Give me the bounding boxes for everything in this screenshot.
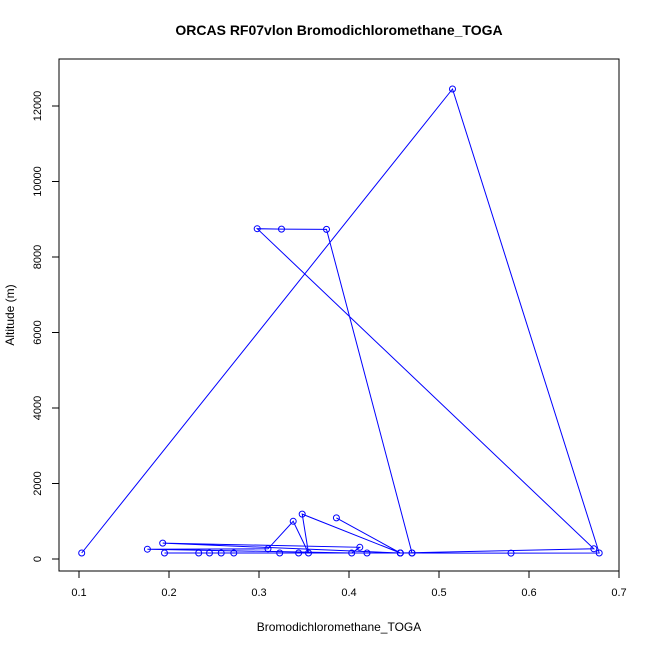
- y-tick-label: 2000: [32, 471, 44, 495]
- x-axis: 0.1 0.2 0.3 0.4 0.5 0.6 0.7: [71, 571, 627, 599]
- data-point: [161, 549, 168, 557]
- data-point: [230, 549, 238, 557]
- data-point: [507, 549, 515, 557]
- data-point: [356, 543, 364, 551]
- data-point: [348, 549, 356, 557]
- data-point: [295, 549, 303, 557]
- data-point: [206, 549, 213, 557]
- y-tick-label: 10000: [32, 166, 44, 197]
- data-point: [595, 549, 603, 557]
- series-line: [81, 87, 600, 554]
- plot-frame: [58, 58, 620, 572]
- y-tick-label: 6000: [32, 320, 44, 344]
- data-point: [195, 549, 203, 557]
- data-point: [298, 510, 306, 518]
- y-tick-label: 8000: [32, 245, 44, 269]
- data-point: [253, 225, 261, 233]
- data-point: [590, 545, 598, 553]
- data-point: [276, 549, 284, 557]
- x-tick-label: 0.3: [251, 587, 266, 599]
- y-tick-label: 12000: [32, 91, 44, 122]
- x-tick-label: 0.4: [341, 587, 356, 599]
- x-tick-label: 0.7: [611, 587, 626, 599]
- data-point: [363, 549, 371, 557]
- data-point: [396, 549, 404, 557]
- data-point: [217, 549, 225, 557]
- data-point: [278, 225, 285, 233]
- data-point: [159, 539, 167, 547]
- x-tick-label: 0.6: [521, 587, 536, 599]
- data-point: [332, 514, 340, 522]
- chart-title: ORCAS RF07vlon Bromodichloromethane_TOGA: [175, 22, 502, 38]
- x-tick-label: 0.1: [71, 587, 86, 599]
- y-tick-label: 0: [32, 556, 44, 562]
- data-point: [305, 549, 312, 557]
- y-axis-label: Altitude (m): [3, 284, 17, 345]
- x-tick-label: 0.5: [431, 587, 446, 599]
- data-point: [264, 545, 272, 553]
- series-layer: [78, 85, 603, 557]
- data-point: [323, 225, 330, 233]
- data-point: [408, 549, 416, 557]
- y-axis: 0 2000 4000 6000 8000 10000 12000: [32, 91, 59, 562]
- data-point: [289, 517, 297, 525]
- data-point: [449, 85, 456, 93]
- x-axis-label: Bromodichloromethane_TOGA: [257, 620, 422, 634]
- data-point: [78, 549, 86, 557]
- data-point: [143, 545, 151, 553]
- x-tick-label: 0.2: [161, 587, 176, 599]
- y-tick-label: 4000: [32, 396, 44, 420]
